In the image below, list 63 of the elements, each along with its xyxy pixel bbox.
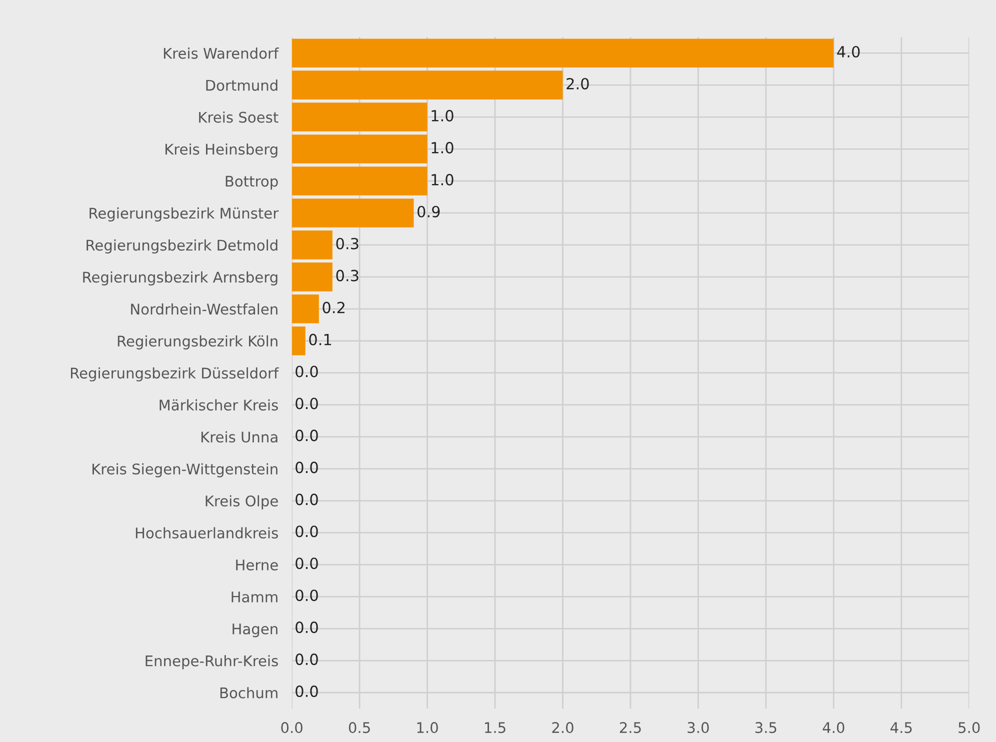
y-tick-label: Bochum: [220, 687, 278, 698]
data-label: 1.0: [432, 142, 454, 154]
bar: [292, 102, 428, 132]
y-tick-label: Hochsauerlandkreis: [136, 527, 278, 538]
x-tick-label: 4.5: [890, 722, 912, 734]
data-label: 2.0: [566, 78, 589, 90]
y-tick-label: Kreis Warendorf: [164, 48, 279, 59]
y-tick-label: Märkischer Kreis: [160, 399, 278, 411]
data-label: 0.0: [296, 494, 318, 506]
data-label: 1.0: [432, 174, 454, 186]
y-tick-label: Regierungsbezirk Arnsberg: [83, 271, 278, 286]
data-label: 0.0: [296, 430, 318, 442]
y-tick-label: Hagen: [232, 624, 278, 638]
data-label: 0.0: [296, 622, 318, 634]
bar: [292, 230, 332, 260]
x-tick-label: 5.0: [958, 722, 980, 734]
data-label: 0.0: [296, 686, 318, 698]
data-label: 0.0: [296, 526, 318, 538]
x-tick-label: 3.0: [688, 722, 709, 734]
y-tick-label: Nordrhein-Westfalen: [131, 303, 278, 315]
bar: [292, 198, 414, 228]
data-label: 0.0: [296, 558, 318, 570]
data-label: 0.0: [296, 366, 318, 378]
x-tick-label: 0.5: [348, 722, 370, 734]
bar: [292, 134, 428, 164]
y-tick-label: Kreis Heinsberg: [166, 143, 278, 158]
y-tick-label: Regierungsbezirk Münster: [90, 207, 279, 222]
y-tick-label: Regierungsbezirk Düsseldorf: [70, 367, 279, 382]
data-label: 0.0: [296, 398, 318, 410]
y-tick-label: Kreis Olpe: [206, 495, 278, 510]
data-label: 0.2: [322, 302, 344, 314]
x-tick-label: 4.0: [822, 722, 844, 734]
bar: [292, 70, 563, 100]
data-label: 4.0: [837, 46, 860, 58]
y-tick-label: Bottrop: [226, 176, 278, 190]
data-label: 0.0: [296, 654, 318, 666]
data-label: 0.0: [296, 462, 318, 474]
y-tick-label: Hamm: [232, 592, 278, 602]
bar: [292, 166, 428, 196]
y-tick-label: Dortmund: [206, 80, 278, 91]
x-tick-label: 1.5: [485, 722, 506, 734]
x-tick-label: 2.5: [620, 722, 641, 734]
y-tick-label: Regierungsbezirk Köln: [118, 335, 278, 350]
data-label: 0.0: [296, 590, 318, 602]
y-tick-label: Kreis Soest: [199, 112, 278, 123]
data-label: 0.3: [336, 238, 358, 250]
bar: [292, 326, 306, 356]
y-tick-label: Kreis Unna: [201, 431, 278, 443]
data-label: 0.3: [336, 270, 358, 282]
y-tick-label: Kreis Siegen-Wittgenstein: [92, 463, 278, 478]
bar: [292, 262, 332, 292]
x-tick-label: 3.5: [755, 722, 776, 734]
x-tick-label: 2.0: [552, 722, 574, 734]
bar: [292, 38, 834, 68]
data-label: 0.1: [309, 334, 332, 346]
x-tick-label: 1.0: [417, 722, 438, 734]
y-tick-label: Regierungsbezirk Detmold: [86, 239, 278, 254]
bar: [292, 294, 319, 324]
data-label: 0.9: [418, 206, 440, 218]
y-tick-label: Herne: [236, 560, 278, 570]
y-tick-label: Ennepe-Ruhr-Kreis: [146, 655, 278, 670]
data-label: 1.0: [432, 110, 454, 122]
x-tick-label: 0.0: [281, 722, 302, 734]
